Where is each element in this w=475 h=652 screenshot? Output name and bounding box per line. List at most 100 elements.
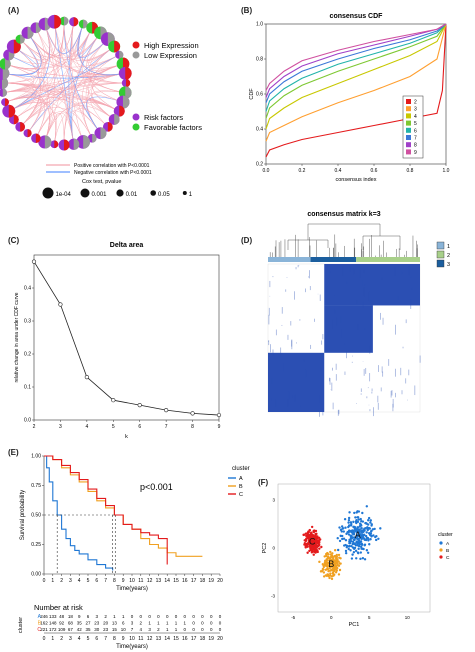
consensus-noise [356,403,357,404]
cox-size-label: 0.001 [92,192,108,198]
x-tick-label: -5 [291,615,295,620]
consensus-noise [377,402,379,410]
consensus-noise [300,405,301,407]
legend-label: 9 [414,150,417,156]
risk-factor-label: Risk factors [144,113,183,122]
consensus-noise [268,372,269,377]
pca-point-A [363,558,367,561]
node-expression-half [5,98,9,107]
risk-x-tick: 2 [60,636,63,642]
pca-point-A [347,533,351,536]
risk-count: 221 [40,627,48,632]
consensus-noise [334,309,336,314]
risk-count: 0 [192,621,195,626]
consensus-noise [363,269,365,274]
gene-node [116,95,130,109]
node-expression-half [8,104,16,118]
pca-point-A [357,547,360,551]
pca-point-B [330,575,334,578]
pca-point-A [369,521,372,524]
risk-count: 0 [219,627,222,632]
legend-label: 4 [414,114,417,120]
legend-label: 6 [414,128,417,134]
pca-point-A [356,551,360,554]
consensus-noise [369,345,371,354]
consensus-noise [269,280,271,288]
x-tick-label: 5 [87,578,90,584]
consensus-noise [357,324,359,330]
x-tick-label: 15 [173,578,179,584]
pca-point-B [321,567,325,571]
pca-point-A [368,543,371,546]
pca-point-A [364,534,368,538]
pca-point-A [368,532,371,535]
pca-point-A [359,517,362,521]
node-expression-half [100,127,107,140]
consensus-noise [362,301,364,308]
pca-point-C [310,525,314,529]
cdf-line-9 [265,23,447,91]
network-edge [81,27,115,120]
risk-count: 1 [175,621,178,626]
network-edge [4,63,126,77]
pca-point-B [331,552,334,555]
cox-size-dot [42,187,54,199]
node-expression-half [114,40,121,53]
pca-point-C [320,545,323,549]
y-tick-label: 3 [272,498,275,503]
x-tick-label: 0 [330,615,333,620]
pca-point-C [302,533,306,537]
network-edge [19,20,65,128]
risk-x-tick: 12 [147,636,153,642]
risk-count: 3 [96,614,99,619]
pca-point-A [353,538,356,542]
pca-point-A [369,538,372,541]
consensus-noise [308,276,309,278]
pca-point-A [363,544,366,547]
risk-count: 1 [166,627,169,632]
node-expression-half [5,58,11,70]
pca-point-C [318,547,321,550]
low-expression-label: Low Expression [144,51,197,60]
node-expression-half [2,66,10,80]
pca-point-A [366,536,370,540]
consensus-noise [395,324,396,335]
y-tick-label: 1.00 [31,454,41,460]
favorable-factor-label: Favorable factors [144,123,202,132]
consensus-noise [400,367,402,376]
consensus-noise [346,281,348,284]
legend-label: B [239,484,243,490]
pca-point-C [308,540,311,543]
correlation-legend: Positive correlation with P<0.0001 Negat… [46,163,152,185]
risk-x-tick: 16 [182,636,188,642]
risk-count: 68 [68,621,74,626]
consensus-noise [351,361,353,363]
pca-point-C [314,551,317,554]
pca-point-A [347,516,351,520]
pca-point-A [370,535,373,538]
risk-count: 133 [49,614,57,619]
consensus-noise [285,289,287,292]
consensus-noise [271,377,273,384]
consensus-noise [405,319,407,324]
pca-point-A [359,557,362,561]
x-tick-label: 5 [368,615,371,620]
consensus-noise [299,319,301,321]
risk-count: 1 [148,621,151,626]
pca-point-A [353,546,357,550]
dendrogram [269,223,418,258]
risk-x-tick: 5 [87,636,90,642]
cox-size-dot [80,188,90,198]
cox-size-label: 0.05 [158,192,170,198]
x-tick-label: 7 [104,578,107,584]
pca-point-A [350,545,353,548]
consensus-noise [331,382,333,391]
risk-y-label: cluster [18,617,24,633]
pca-point-A [360,542,363,545]
y-tick-label: 0.3 [24,319,31,325]
pca-point-C [310,548,313,552]
risk-count: 3 [148,627,151,632]
pca-point-A [340,530,343,533]
panel-a-label: (A) [8,6,20,15]
consensus-noise [363,369,365,376]
